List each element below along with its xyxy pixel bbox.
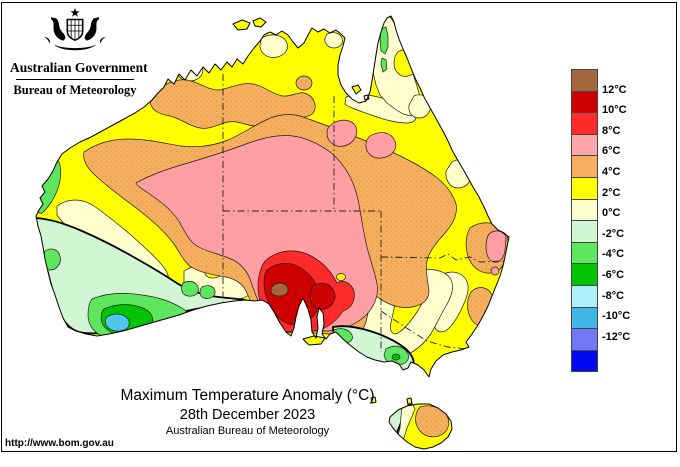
region-pink-qld-dot bbox=[490, 266, 500, 276]
coast-tiwi-1 bbox=[232, 19, 251, 31]
coast-flinders-island bbox=[406, 397, 413, 406]
region-green-goldfields2 bbox=[199, 285, 216, 299]
coast-kangaroo-island bbox=[302, 335, 326, 346]
map-frame bbox=[1, 2, 677, 452]
region-darkred-lobe bbox=[309, 282, 336, 310]
legend-label: 8°C bbox=[602, 124, 621, 137]
region-darkgreen-melbourne-dot bbox=[391, 353, 401, 361]
branding-divider bbox=[16, 79, 134, 80]
coat-of-arms-icon bbox=[44, 7, 106, 51]
legend-label: -10°C bbox=[602, 310, 631, 323]
coast-tiwi-2 bbox=[252, 17, 267, 28]
border-qld-nsw bbox=[380, 253, 506, 263]
border-nsw-vic bbox=[380, 310, 468, 350]
australia-map bbox=[35, 15, 510, 450]
government-title: Australian Government bbox=[10, 60, 148, 75]
legend-label: 10°C bbox=[602, 104, 627, 117]
legend-label: 12°C bbox=[602, 83, 627, 96]
region-brown-peak bbox=[270, 282, 289, 297]
region-yellow-pink-dot bbox=[336, 273, 346, 281]
legend-label: 0°C bbox=[602, 207, 621, 220]
legend-label: -6°C bbox=[602, 269, 625, 281]
region-green-capeyork-strip2 bbox=[380, 57, 388, 73]
legend-label: 4°C bbox=[602, 166, 621, 178]
region-orange-north-band bbox=[149, 79, 316, 129]
state-borders bbox=[222, 74, 506, 352]
bureau-title: Bureau of Meteorology bbox=[13, 83, 137, 97]
legend-label: 2°C bbox=[602, 186, 621, 199]
legend-label: -2°C bbox=[602, 227, 625, 240]
region-cream-topend bbox=[259, 34, 288, 58]
legend-label: 6°C bbox=[602, 145, 621, 158]
region-pink-ne2 bbox=[365, 132, 397, 159]
region-green-capeyork-strip1 bbox=[379, 26, 389, 55]
legend-label: -4°C bbox=[602, 248, 625, 261]
footer-strip: © Commonwealth of Australia 2023, Bureau… bbox=[0, 452, 680, 467]
government-branding: Australian Government Bureau of Meteorol… bbox=[10, 6, 148, 98]
region-green-goldfields1 bbox=[181, 281, 199, 297]
coast-tasmania bbox=[388, 403, 453, 450]
coast-king-island bbox=[370, 396, 377, 404]
map-title: Maximum Temperature Anomaly (°C) bbox=[120, 387, 375, 404]
region-cream-katherine bbox=[324, 32, 343, 49]
temperature-legend bbox=[571, 69, 598, 373]
map-date: 28th December 2023 bbox=[179, 407, 316, 423]
bom-url: http://www.bom.gov.au bbox=[5, 438, 114, 449]
legend-label: -8°C bbox=[602, 289, 625, 302]
region-orange-nt-spot bbox=[295, 75, 313, 91]
coast-pellew bbox=[363, 94, 370, 101]
region-cyan-sw bbox=[104, 313, 130, 332]
coast-mainland bbox=[35, 15, 510, 378]
legend-swatch bbox=[571, 349, 598, 373]
coastlines bbox=[35, 15, 510, 450]
map-organisation: Australian Bureau of Meteorology bbox=[165, 425, 330, 437]
legend-label: -12°C bbox=[602, 330, 631, 343]
coast-groote bbox=[351, 84, 362, 95]
